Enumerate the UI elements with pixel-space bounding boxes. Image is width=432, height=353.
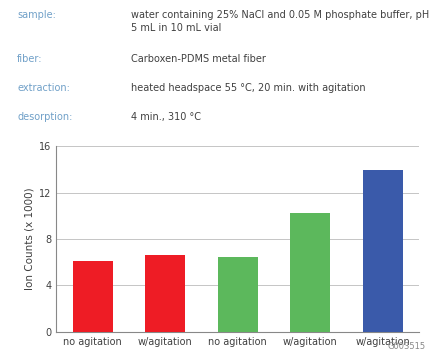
Text: fiber:: fiber: xyxy=(17,54,43,64)
Text: water containing 25% NaCl and 0.05 M phosphate buffer, pH 7,
5 mL in 10 mL vial: water containing 25% NaCl and 0.05 M pho… xyxy=(131,10,432,33)
Bar xyxy=(363,170,403,332)
Text: sample:: sample: xyxy=(17,10,56,20)
Bar xyxy=(145,255,185,332)
Text: Carboxen-PDMS metal fiber: Carboxen-PDMS metal fiber xyxy=(131,54,266,64)
Text: G003515: G003515 xyxy=(388,342,426,351)
Text: extraction:: extraction: xyxy=(17,83,70,93)
Y-axis label: Ion Counts (x 1000): Ion Counts (x 1000) xyxy=(25,188,35,291)
Bar xyxy=(218,257,257,332)
Bar xyxy=(73,261,112,332)
Text: desorption:: desorption: xyxy=(17,112,73,122)
Text: 4 min., 310 °C: 4 min., 310 °C xyxy=(131,112,201,122)
Bar xyxy=(290,213,330,332)
Text: heated headspace 55 °C, 20 min. with agitation: heated headspace 55 °C, 20 min. with agi… xyxy=(131,83,366,93)
